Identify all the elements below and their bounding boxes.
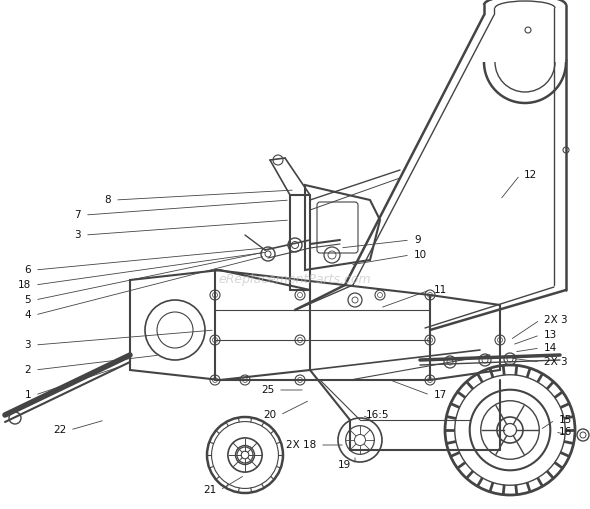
Text: 13: 13 bbox=[544, 330, 557, 340]
Text: 2X 3: 2X 3 bbox=[544, 315, 568, 325]
Text: 1: 1 bbox=[24, 390, 31, 400]
Text: 2X 3: 2X 3 bbox=[544, 357, 568, 367]
Text: 4: 4 bbox=[24, 310, 31, 320]
Text: 21: 21 bbox=[203, 485, 216, 495]
Text: 22: 22 bbox=[53, 425, 66, 435]
Text: 14: 14 bbox=[544, 343, 557, 353]
Text: 6: 6 bbox=[24, 265, 31, 275]
Text: 11: 11 bbox=[434, 285, 447, 295]
Text: 12: 12 bbox=[524, 170, 537, 180]
Text: 15: 15 bbox=[559, 415, 572, 425]
Text: eReplacementParts.com: eReplacementParts.com bbox=[219, 273, 371, 287]
Text: 2X 18: 2X 18 bbox=[286, 440, 316, 450]
Text: 3: 3 bbox=[74, 230, 81, 240]
Text: 17: 17 bbox=[434, 390, 447, 400]
Text: 2: 2 bbox=[24, 365, 31, 375]
Text: 20: 20 bbox=[263, 410, 276, 420]
Text: 9: 9 bbox=[414, 235, 421, 245]
Text: 16:5: 16:5 bbox=[366, 410, 389, 420]
Text: 25: 25 bbox=[261, 385, 274, 395]
Text: 8: 8 bbox=[104, 195, 111, 205]
Text: 5: 5 bbox=[24, 295, 31, 305]
Text: 16: 16 bbox=[559, 427, 572, 437]
Text: 7: 7 bbox=[74, 210, 81, 220]
Text: 19: 19 bbox=[337, 460, 351, 470]
Text: 18: 18 bbox=[18, 280, 31, 290]
Text: 10: 10 bbox=[414, 250, 427, 260]
Text: 3: 3 bbox=[24, 340, 31, 350]
